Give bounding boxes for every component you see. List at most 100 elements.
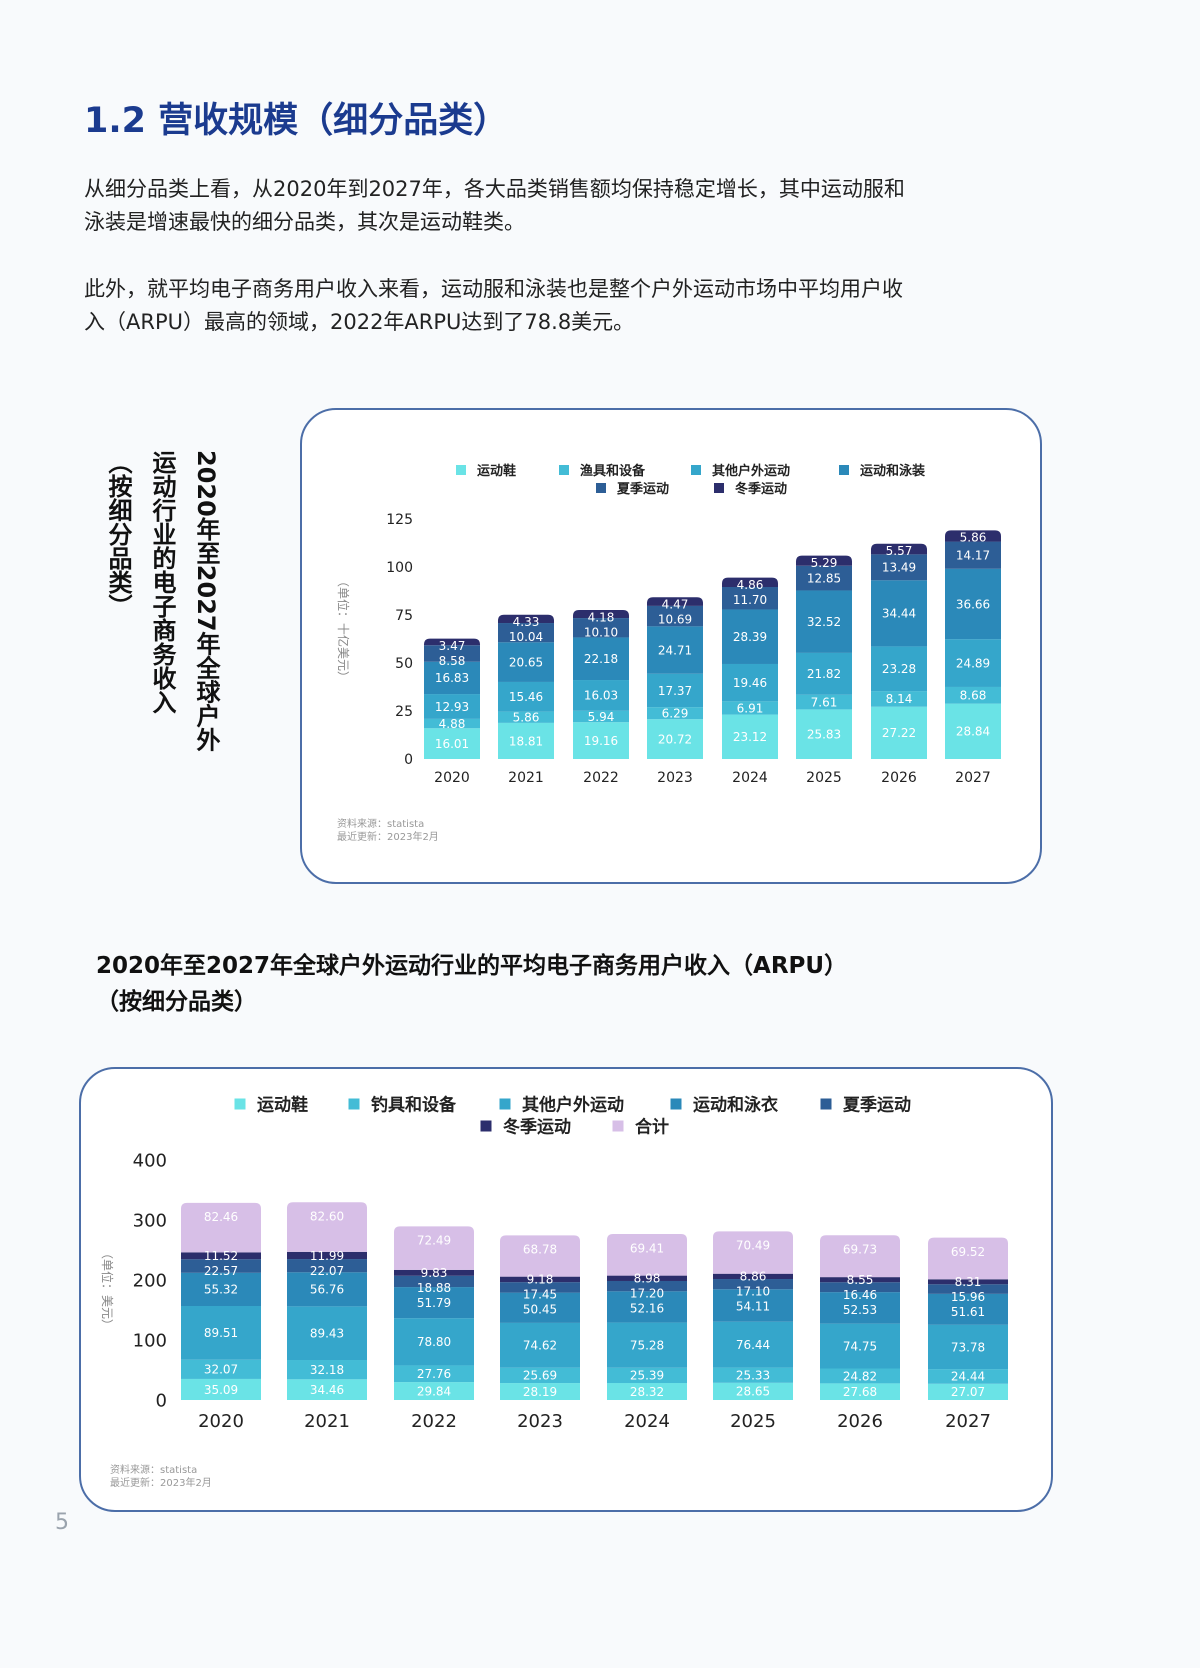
data-label: 16.03 <box>584 689 618 703</box>
data-label: 75.28 <box>630 1339 664 1353</box>
chart2-title-line: 2020年至2027年全球户外运动行业的平均电子商务用户收入（ARPU） <box>96 953 848 979</box>
bar-segment <box>871 580 927 647</box>
bar-segment <box>181 1359 261 1379</box>
data-label: 10.69 <box>658 613 692 627</box>
legend-label: 运动鞋 <box>257 1094 308 1115</box>
bar-segment <box>722 663 778 702</box>
data-label: 89.51 <box>204 1326 238 1340</box>
bar-segment <box>713 1273 793 1280</box>
page-title: 1.2 营收规模（细分品类） <box>84 101 509 141</box>
bar-segment <box>424 638 480 646</box>
x-tick-label: 2025 <box>730 1411 776 1432</box>
data-label: 56.76 <box>310 1283 344 1297</box>
data-label: 27.68 <box>843 1385 877 1399</box>
legend-swatch <box>456 465 466 475</box>
y-tick-label: 125 <box>386 512 413 528</box>
bar-segment <box>394 1287 474 1319</box>
bar-segment <box>498 681 554 712</box>
data-label: 27.22 <box>882 726 916 740</box>
chart2-card: 运动鞋 钓具和设备 其他户外运动 运动和泳衣 夏季运动 冬季运动 合计 0 100 200 300 4… <box>79 1067 1053 1512</box>
data-label: 13.49 <box>882 561 916 575</box>
data-label: 73.78 <box>951 1340 985 1354</box>
x-tick-label: 2026 <box>881 770 917 786</box>
data-label: 8.68 <box>960 689 987 703</box>
x-tick-label: 2025 <box>806 770 842 786</box>
data-label: 8.98 <box>634 1272 661 1286</box>
data-label: 69.73 <box>843 1243 877 1257</box>
bar-segment <box>647 597 703 606</box>
y-tick-label: 25 <box>395 704 413 720</box>
bar-segment <box>498 614 554 624</box>
bar-segment <box>820 1282 900 1293</box>
data-label: 22.18 <box>584 652 618 666</box>
bar-segment <box>500 1282 580 1293</box>
legend-swatch <box>820 1098 832 1110</box>
bar-segment <box>394 1226 474 1270</box>
data-label: 8.55 <box>847 1273 874 1287</box>
legend-swatch <box>691 465 701 475</box>
data-label: 9.83 <box>421 1266 448 1280</box>
data-label: 24.89 <box>956 656 990 670</box>
y-tick-label: 0 <box>404 752 413 768</box>
data-label: 5.29 <box>811 556 838 570</box>
data-label: 4.33 <box>513 615 540 629</box>
data-label: 12.93 <box>435 700 469 714</box>
data-label: 8.58 <box>439 654 466 668</box>
bar-segment <box>424 645 480 662</box>
legend-label: 冬季运动 <box>735 481 787 497</box>
bar-segment <box>573 680 629 711</box>
bar-segment <box>500 1292 580 1323</box>
bar-segment <box>713 1382 793 1400</box>
bar-segment <box>796 694 852 710</box>
bar-segment <box>607 1275 687 1281</box>
data-label: 10.04 <box>509 630 543 644</box>
chart2-title-line: （按细分品类） <box>96 989 257 1015</box>
y-tick-label: 50 <box>395 656 413 672</box>
legend-swatch <box>670 1098 682 1110</box>
bar-segment <box>287 1272 367 1307</box>
data-label: 18.88 <box>417 1281 451 1295</box>
x-tick-label: 2021 <box>508 770 544 786</box>
x-tick-label: 2027 <box>945 1411 991 1432</box>
y-tick-label: 100 <box>133 1330 167 1351</box>
y-tick-label: 0 <box>156 1390 167 1411</box>
bar-segment <box>871 554 927 581</box>
legend-swatch <box>559 465 569 475</box>
data-label: 8.14 <box>886 692 913 706</box>
chart1-title-line: 2020年至2027年全球户外 <box>192 450 220 752</box>
y-tick-label: 400 <box>133 1150 167 1171</box>
bar-segment <box>928 1293 1008 1325</box>
bar-segment <box>498 623 554 643</box>
data-label: 16.46 <box>843 1288 877 1302</box>
data-label: 52.53 <box>843 1303 877 1317</box>
bar-segment <box>394 1275 474 1288</box>
data-label: 4.86 <box>737 578 764 592</box>
data-label: 11.70 <box>733 593 767 607</box>
data-label: 28.19 <box>523 1385 557 1399</box>
legend-label: 其他户外运动 <box>522 1094 624 1115</box>
bar-segment <box>820 1368 900 1384</box>
data-label: 7.61 <box>811 695 838 709</box>
bar-segment <box>394 1365 474 1383</box>
bar-segment <box>287 1202 367 1252</box>
data-label: 10.10 <box>584 625 618 639</box>
bar-segment <box>722 577 778 588</box>
data-label: 22.07 <box>310 1264 344 1278</box>
data-label: 16.01 <box>435 737 469 751</box>
chart1-title: 2020年至2027年全球户外 运动行业的电子商务收入 （按细分品类） <box>96 450 228 752</box>
data-label: 17.37 <box>658 684 692 698</box>
data-label: 89.43 <box>310 1327 344 1341</box>
bar-segment <box>424 728 480 759</box>
bar-segment <box>796 555 852 566</box>
legend-swatch <box>348 1098 360 1110</box>
data-label: 27.07 <box>951 1385 985 1399</box>
bar-segment <box>573 637 629 681</box>
data-label: 25.83 <box>807 728 841 742</box>
data-label: 72.49 <box>417 1234 451 1248</box>
bar-segment <box>713 1367 793 1383</box>
bar-segment <box>498 642 554 682</box>
data-label: 16.83 <box>435 671 469 685</box>
data-label: 17.10 <box>736 1285 770 1299</box>
data-label: 28.39 <box>733 630 767 644</box>
bar-segment <box>394 1318 474 1366</box>
